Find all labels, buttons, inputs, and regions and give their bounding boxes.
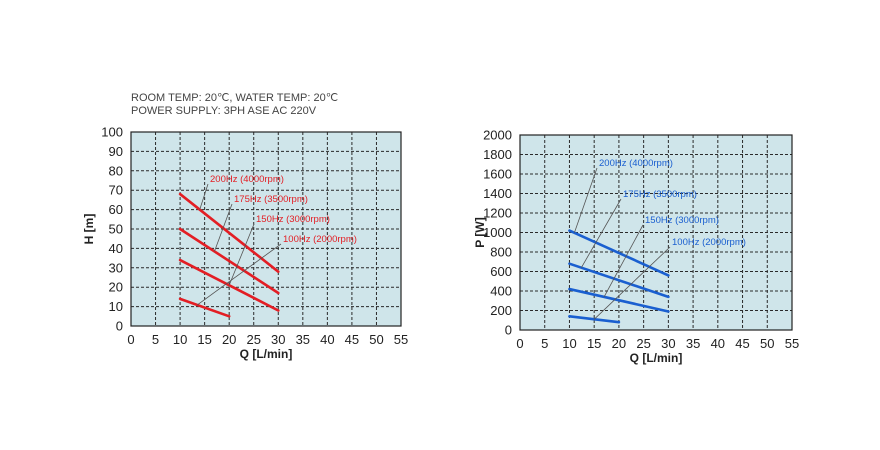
power-y-tick-label: 800: [490, 245, 512, 260]
head-x-tick-label: 0: [127, 332, 134, 347]
power-y-tick-label: 1400: [483, 186, 512, 201]
power-y-tick-label: 1000: [483, 225, 512, 240]
power-x-tick-label: 45: [735, 336, 749, 351]
power-series-label: 150Hz (3000rpm): [645, 215, 719, 226]
head-x-tick-label: 35: [296, 332, 310, 347]
head-series-line: [178, 192, 280, 273]
power-x-tick-label: 0: [516, 336, 523, 351]
power-x-tick-label: 50: [760, 336, 774, 351]
head-series-label: 150Hz (3000rpm): [256, 214, 330, 225]
power-x-tick-label: 10: [562, 336, 576, 351]
head-label-leader: [197, 243, 282, 306]
head-y-tick-label: 50: [109, 222, 123, 237]
head-x-tick-label: 5: [152, 332, 159, 347]
head-series-label: 100Hz (2000rpm): [283, 234, 357, 245]
head-y-tick-label: 20: [109, 280, 123, 295]
power-x-tick-label: 30: [661, 336, 675, 351]
head-y-tick-label: 40: [109, 241, 123, 256]
head-x-tick-label: 15: [197, 332, 211, 347]
power-series-line: [568, 315, 621, 324]
power-x-tick-label: 40: [711, 336, 725, 351]
head-series-label: 200Hz (4000rpm): [210, 174, 284, 185]
head-y-tick-label: 80: [109, 163, 123, 178]
power-y-tick-label: 0: [505, 323, 512, 338]
power-x-tick-label: 25: [636, 336, 650, 351]
head-x-tick-label: 25: [246, 332, 260, 347]
power-plot-frame: [519, 134, 793, 331]
power-label-leader: [593, 246, 671, 320]
head-x-tick-label: 40: [320, 332, 334, 347]
power-series-line: [568, 287, 670, 313]
head-x-tick-label: 30: [271, 332, 285, 347]
head-series-line: [178, 297, 231, 318]
head-y-axis-label: H [m]: [82, 214, 96, 245]
power-series-label: 175Hz (3500rpm): [623, 189, 697, 200]
head-x-tick-label: 20: [222, 332, 236, 347]
head-y-tick-label: 30: [109, 260, 123, 275]
power-y-axis-label: P [W]: [473, 217, 487, 247]
head-label-leader: [228, 223, 255, 286]
power-x-axis-label: Q [L/min]: [630, 351, 683, 365]
power-y-tick-label: 1600: [483, 167, 512, 182]
power-x-tick-label: 55: [785, 336, 799, 351]
power-series-line: [568, 262, 670, 299]
power-x-tick-label: 15: [587, 336, 601, 351]
power-y-tick-label: 1800: [483, 147, 512, 162]
power-label-leader: [580, 198, 622, 268]
head-series-label: 175Hz (3500rpm): [234, 194, 308, 205]
head-y-tick-label: 60: [109, 202, 123, 217]
head-y-tick-label: 100: [101, 125, 123, 140]
test-conditions-line2: POWER SUPPLY: 3PH ASE AC 220V: [131, 105, 317, 117]
head-label-leader: [199, 183, 209, 210]
head-y-tick-label: 90: [109, 144, 123, 159]
head-label-leader: [214, 203, 233, 252]
power-y-tick-label: 1200: [483, 206, 512, 221]
head-x-axis-label: Q [L/min]: [240, 347, 293, 361]
head-x-tick-label: 45: [345, 332, 359, 347]
head-x-tick-label: 55: [394, 332, 408, 347]
test-conditions-line1: ROOM TEMP: 20℃, WATER TEMP: 20℃: [131, 92, 339, 104]
power-x-tick-label: 20: [612, 336, 626, 351]
power-y-tick-label: 2000: [483, 128, 512, 143]
power-series-label: 100Hz (2000rpm): [672, 237, 746, 248]
power-label-leader: [574, 167, 598, 233]
power-label-leader: [603, 224, 644, 298]
head-y-tick-label: 70: [109, 183, 123, 198]
head-series-line: [178, 227, 280, 295]
power-x-tick-label: 5: [541, 336, 548, 351]
power-x-tick-label: 35: [686, 336, 700, 351]
head-x-tick-label: 50: [369, 332, 383, 347]
power-y-tick-label: 200: [490, 303, 512, 318]
head-x-tick-label: 10: [173, 332, 187, 347]
power-y-tick-label: 400: [490, 284, 512, 299]
head-y-tick-label: 0: [116, 319, 123, 334]
power-y-tick-label: 600: [490, 264, 512, 279]
head-plot-frame: [130, 131, 402, 327]
head-y-tick-label: 10: [109, 299, 123, 314]
power-series-line: [568, 229, 670, 277]
power-series-label: 200Hz (4000rpm): [599, 158, 673, 169]
